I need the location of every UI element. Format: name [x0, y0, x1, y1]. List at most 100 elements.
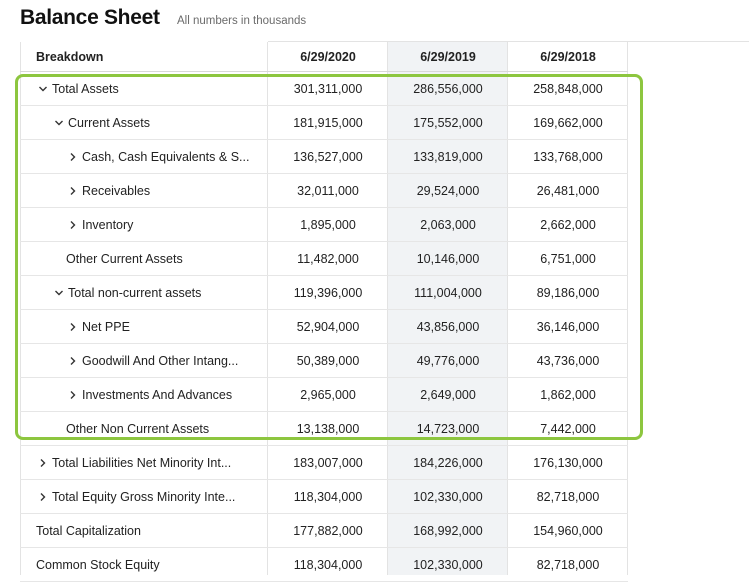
- table-header: Breakdown 6/29/2020 6/29/2019 6/29/2018: [20, 42, 628, 72]
- row-label: Net PPE: [82, 319, 130, 334]
- row-value: 102,330,000: [413, 557, 483, 572]
- chevron-right-icon[interactable]: [68, 220, 82, 230]
- row-label: Total Capitalization: [36, 523, 141, 538]
- divider: [387, 42, 388, 575]
- row-value: 50,389,000: [296, 353, 360, 368]
- row-value: 52,904,000: [296, 319, 360, 334]
- chevron-down-icon[interactable]: [54, 118, 68, 128]
- row-value: 7,442,000: [540, 421, 596, 436]
- row-value: 2,965,000: [300, 387, 356, 402]
- row-value: 2,063,000: [420, 217, 476, 232]
- page-title: Balance Sheet: [20, 6, 160, 29]
- row-label: Total Assets: [52, 81, 119, 96]
- table-row[interactable]: Total non-current assets 119,396,000 111,0…: [20, 276, 628, 310]
- table-row: Total Capitalization 177,882,000 168,992,0…: [20, 514, 628, 548]
- page-subtitle: All numbers in thousands: [177, 15, 307, 27]
- row-value: 184,226,000: [413, 455, 483, 470]
- date-header-2019[interactable]: 6/29/2019: [420, 49, 476, 64]
- row-label: Common Stock Equity: [36, 557, 160, 572]
- row-label: Total non-current assets: [68, 285, 202, 300]
- table-row[interactable]: Net PPE 52,904,000 43,856,000 36,146,000: [20, 310, 628, 344]
- row-value: 119,396,000: [293, 285, 363, 300]
- chevron-down-icon[interactable]: [54, 288, 68, 298]
- row-value: 2,662,000: [540, 217, 596, 232]
- row-value: 133,819,000: [413, 149, 483, 164]
- table-row[interactable]: Cash, Cash Equivalents & S... 136,527,000…: [20, 140, 628, 174]
- row-label: Goodwill And Other Intang...: [82, 353, 239, 368]
- row-value: 136,527,000: [293, 149, 363, 164]
- table-row[interactable]: Inventory 1,895,000 2,063,000 2,662,000: [20, 208, 628, 242]
- row-label: Receivables: [82, 183, 151, 198]
- table-row: Common Stock Equity 118,304,000 102,330,00…: [20, 548, 628, 582]
- row-value: 258,848,000: [533, 81, 603, 96]
- row-value: 1,895,000: [300, 217, 356, 232]
- row-value: 102,330,000: [413, 489, 483, 504]
- chevron-right-icon[interactable]: [68, 356, 82, 366]
- date-header-2020[interactable]: 6/29/2020: [300, 49, 356, 64]
- chevron-right-icon[interactable]: [68, 152, 82, 162]
- chevron-right-icon[interactable]: [68, 186, 82, 196]
- table-row[interactable]: Investments And Advances 2,965,000 2,649,0…: [20, 378, 628, 412]
- date-header-2018[interactable]: 6/29/2018: [540, 49, 596, 64]
- row-label: Investments And Advances: [82, 387, 233, 402]
- row-value: 169,662,000: [533, 115, 603, 130]
- divider: [20, 42, 21, 575]
- row-label: Total Equity Gross Minority Inte...: [52, 489, 236, 504]
- row-value: 177,882,000: [293, 523, 363, 538]
- row-value: 43,856,000: [416, 319, 480, 334]
- chevron-down-icon[interactable]: [38, 84, 52, 94]
- chevron-right-icon[interactable]: [38, 492, 52, 502]
- row-value: 168,992,000: [413, 523, 483, 538]
- row-label: Other Current Assets: [66, 251, 183, 266]
- row-value: 181,915,000: [293, 115, 363, 130]
- table-row: Other Current Assets 11,482,000 10,146,000…: [20, 242, 628, 276]
- row-value: 133,768,000: [533, 149, 603, 164]
- row-value: 118,304,000: [293, 557, 363, 572]
- table-row[interactable]: Receivables 32,011,000 29,524,000 26,481,00…: [20, 174, 628, 208]
- row-label: Other Non Current Assets: [66, 421, 210, 436]
- row-value: 10,146,000: [416, 251, 480, 266]
- table-row[interactable]: Goodwill And Other Intang... 50,389,000 49…: [20, 344, 628, 378]
- chevron-right-icon[interactable]: [38, 458, 52, 468]
- row-value: 183,007,000: [293, 455, 363, 470]
- row-value: 49,776,000: [416, 353, 480, 368]
- row-value: 82,718,000: [536, 489, 600, 504]
- row-value: 2,649,000: [420, 387, 476, 402]
- table-row: Other Non Current Assets 13,138,000 14,723…: [20, 412, 628, 446]
- row-value: 286,556,000: [413, 81, 483, 96]
- divider: [627, 42, 628, 575]
- divider: [268, 41, 749, 42]
- row-label: Cash, Cash Equivalents & S...: [82, 149, 250, 164]
- row-value: 154,960,000: [533, 523, 603, 538]
- row-label: Current Assets: [68, 115, 150, 130]
- row-value: 176,130,000: [533, 455, 603, 470]
- row-value: 29,524,000: [416, 183, 480, 198]
- row-value: 32,011,000: [297, 183, 359, 198]
- highlighted-column: [388, 42, 508, 575]
- table-row[interactable]: Current Assets 181,915,000 175,552,000 169,…: [20, 106, 628, 140]
- divider: [507, 42, 508, 575]
- row-value: 43,736,000: [536, 353, 600, 368]
- table-row[interactable]: Total Liabilities Net Minority Int... 183…: [20, 446, 628, 480]
- row-value: 111,004,000: [414, 285, 482, 300]
- row-label: Inventory: [82, 217, 134, 232]
- row-value: 36,146,000: [536, 319, 600, 334]
- row-value: 175,552,000: [413, 115, 483, 130]
- row-value: 11,482,000: [297, 251, 359, 266]
- table-row[interactable]: Total Equity Gross Minority Inte... 118,3…: [20, 480, 628, 514]
- row-value: 13,138,000: [296, 421, 360, 436]
- row-value: 118,304,000: [293, 489, 363, 504]
- row-value: 301,311,000: [293, 81, 363, 96]
- divider: [267, 42, 268, 575]
- row-value: 6,751,000: [540, 251, 596, 266]
- row-value: 82,718,000: [536, 557, 600, 572]
- row-value: 89,186,000: [536, 285, 600, 300]
- row-value: 14,723,000: [416, 421, 480, 436]
- chevron-right-icon[interactable]: [68, 390, 82, 400]
- row-value: 26,481,000: [536, 183, 600, 198]
- chevron-right-icon[interactable]: [68, 322, 82, 332]
- breakdown-header: Breakdown: [36, 49, 104, 64]
- row-label: Total Liabilities Net Minority Int...: [52, 455, 232, 470]
- row-value: 1,862,000: [540, 387, 596, 402]
- table-row[interactable]: Total Assets 301,311,000 286,556,000 258,84…: [20, 72, 628, 106]
